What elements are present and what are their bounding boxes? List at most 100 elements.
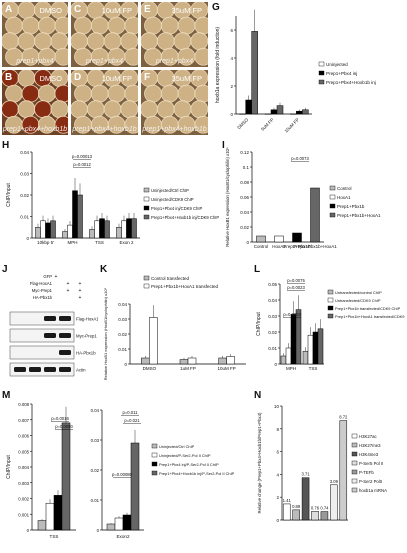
blot-condition-label: Myc-Prep1	[32, 288, 53, 293]
embryo	[34, 101, 51, 118]
y-tick-label: 0.04	[240, 210, 249, 215]
y-tick-label: 4	[230, 56, 233, 61]
embryo	[125, 85, 138, 102]
embryo	[141, 101, 158, 118]
y-axis-label: ChIP/Input	[256, 312, 262, 336]
bar	[41, 221, 46, 238]
chart-M-exon2: 00.010.020.030.04Exon2p=0.011p=0.021p=0.…	[91, 408, 144, 539]
p-value-annotation: p=0.0012	[73, 162, 91, 167]
legend-label: P-TEFb	[359, 470, 374, 475]
photo-condition: DMSO	[40, 6, 63, 15]
bar	[303, 351, 308, 364]
y-tick-label: 0	[276, 518, 279, 523]
bar	[127, 219, 132, 238]
bar	[293, 510, 300, 520]
bar	[246, 100, 252, 114]
legend-swatch	[152, 444, 157, 448]
panel-letter: B	[5, 72, 12, 83]
legend-label: Prep1+Pbx4 inj	[326, 71, 357, 76]
embryo	[174, 101, 191, 118]
bar	[302, 478, 309, 520]
legend-swatch	[328, 290, 333, 294]
bar	[132, 219, 137, 238]
legend-label: Prep1+Pbx4 inj/CDK9 ChIP	[151, 206, 203, 211]
y-tick-label: 0.03	[20, 172, 29, 177]
legend-label: P-Ser5 Pol II	[359, 461, 383, 466]
y-tick-label: 0.03	[268, 314, 277, 319]
y-tick-label: 0.04	[268, 298, 277, 303]
blot-band-label: Flag-HoxA1	[76, 317, 98, 322]
data-label: 1.41	[283, 498, 292, 503]
embryo	[38, 17, 55, 34]
legend-label: H3K27ac	[359, 434, 378, 439]
y-tick-label: 0.004	[18, 465, 29, 470]
bar	[95, 221, 100, 238]
embryo	[145, 85, 162, 102]
legend-label: Prep1+Pbx1b+HoxA1 transfected/CDK9 ChIP	[335, 314, 405, 319]
p-value-annotation: p=0.00013	[72, 154, 93, 159]
blot-band-label: Actin	[76, 368, 86, 373]
y-tick-label: 0.02	[20, 193, 29, 198]
embryo	[108, 85, 125, 102]
blot-band	[59, 367, 71, 372]
category-label: 5uM FP	[260, 117, 275, 132]
plus-mark: +	[79, 288, 82, 294]
y-tick-label: 0.01	[91, 498, 100, 503]
embryo	[55, 85, 68, 102]
embryo	[6, 17, 23, 34]
panel-letter: A	[5, 4, 12, 15]
bar	[312, 511, 319, 520]
blot-condition-label: Flag-HoxA1	[30, 281, 53, 286]
bar	[122, 221, 127, 238]
legend-label: H3K27me3	[359, 443, 381, 448]
y-tick-label: 0	[26, 236, 29, 241]
bar	[330, 485, 337, 520]
p-value-annotation: p=0.0050	[55, 424, 73, 429]
y-tick-label: 0.008	[18, 402, 29, 407]
legend-label: H3K4me3	[359, 452, 379, 457]
bar	[308, 335, 313, 364]
bar	[36, 227, 41, 238]
data-label: 3.71	[301, 472, 310, 477]
bar	[46, 503, 54, 530]
blot-band-label: HA-Pbx1b	[76, 351, 96, 356]
y-tick-label: 0.04	[20, 150, 29, 155]
embryo	[75, 85, 92, 102]
panel-letter: F	[144, 72, 150, 83]
legend-label: Uninjected/Ctrl ChIP	[159, 444, 195, 449]
bar	[73, 191, 78, 238]
embryo	[2, 33, 19, 50]
legend-label: Uninjected/Ctrl ChIP	[151, 188, 189, 193]
legend-swatch	[144, 215, 149, 219]
p-value-annotation: p=0.0075	[287, 278, 305, 283]
category-label: TSS	[50, 534, 59, 539]
legend-swatch	[144, 284, 149, 288]
y-axis-label: ChIP/Input	[6, 455, 12, 479]
photo-caption: prep1+pbx4+hoxb1b	[2, 126, 68, 133]
category-label: 10kbp 5'	[37, 240, 54, 245]
legend-label: Control transfected	[151, 276, 190, 281]
bar	[296, 310, 301, 364]
bar	[219, 358, 227, 364]
y-tick-label: 8	[276, 427, 279, 432]
y-tick-label: 0.06	[240, 195, 249, 200]
bar	[271, 110, 277, 114]
legend-swatch	[144, 188, 149, 192]
legend-label: Uninjected	[326, 62, 348, 67]
data-label: 3.09	[330, 479, 339, 484]
embryo	[18, 33, 35, 50]
y-tick-label: 0	[124, 362, 127, 367]
embryo	[174, 33, 191, 50]
legend-swatch	[144, 206, 149, 210]
y-tick-label: 0.08	[240, 180, 249, 185]
category-label: 10uM FP	[284, 117, 300, 133]
category-label: Exon 2	[119, 240, 134, 245]
